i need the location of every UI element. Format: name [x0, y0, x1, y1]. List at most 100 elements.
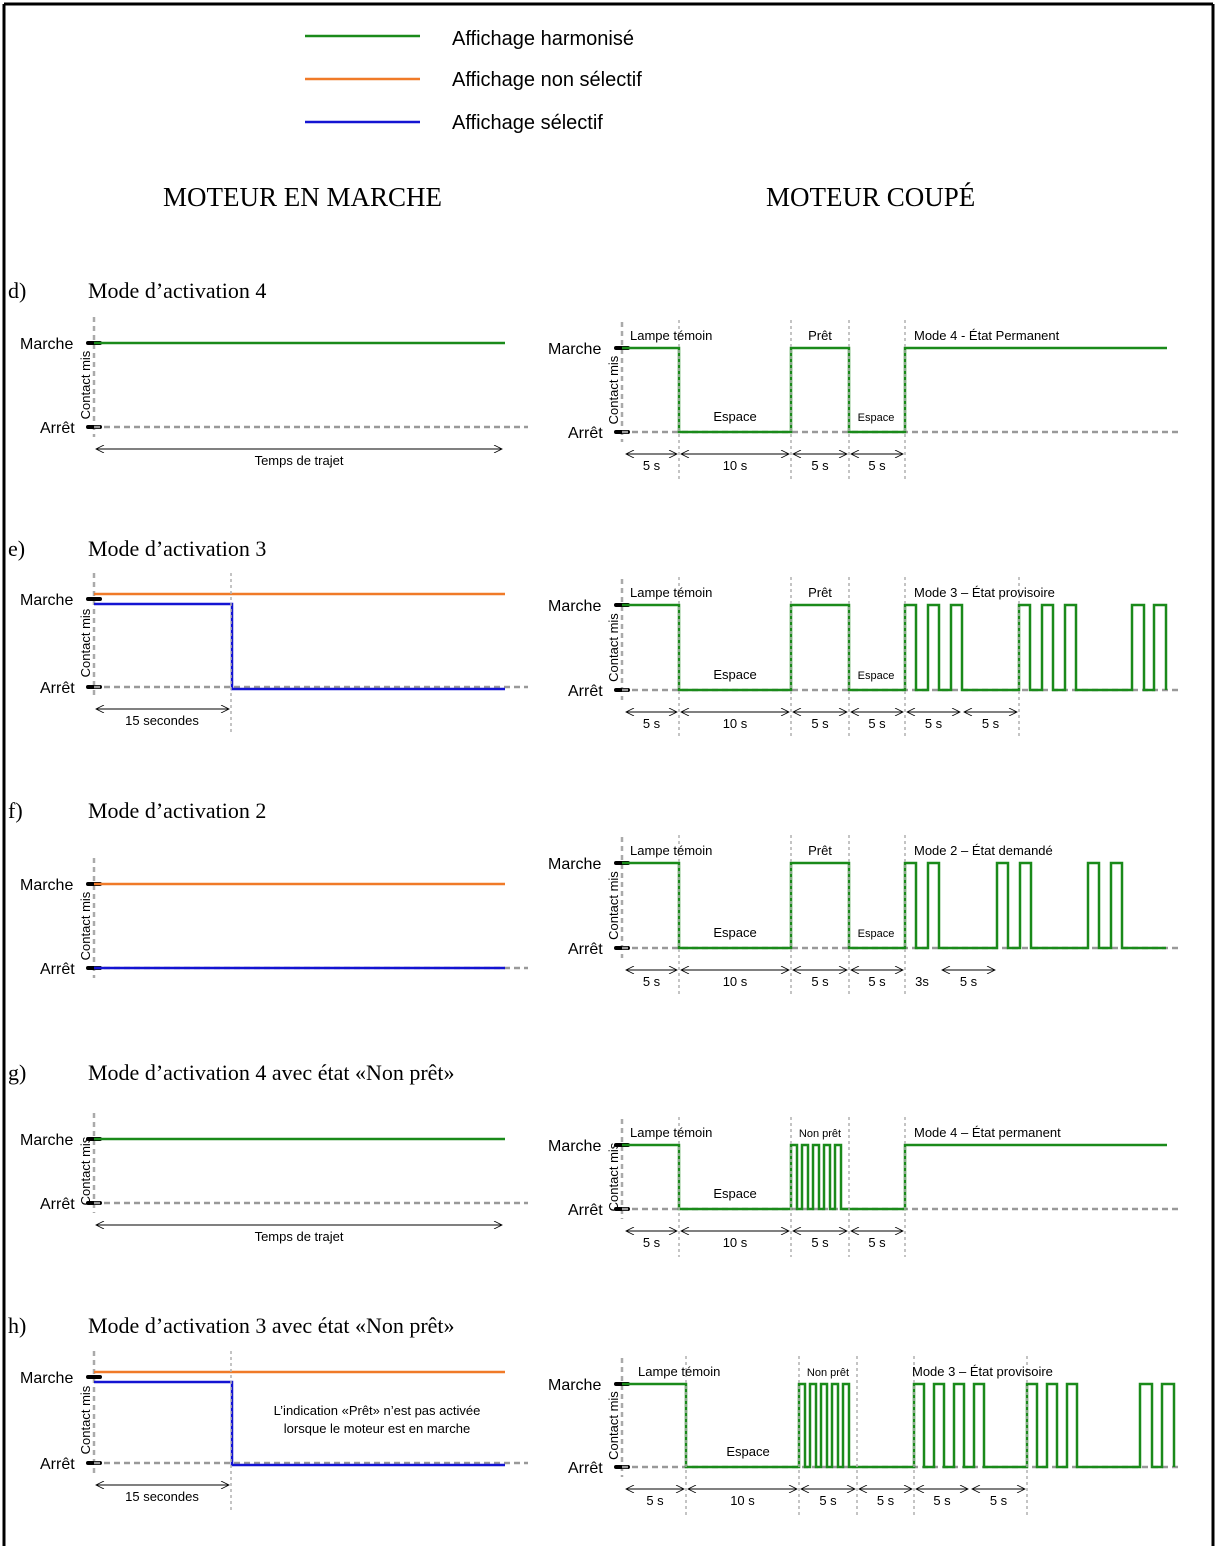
section-f-right-mode-label: Mode 2 – État demandé [914, 843, 1053, 858]
section-g-right-ready-label: Non prêt [799, 1128, 841, 1140]
section-h-right-arret-label: Arrêt [568, 1460, 603, 1477]
section-f-right-gap-label: Espace [713, 925, 756, 940]
section-d-right-dim-label-0: 5 s [643, 458, 661, 473]
section-f-right-dim-label-1: 10 s [723, 974, 748, 989]
section-g-right-gap-label: Espace [713, 1186, 756, 1201]
section-f-right-dim-label-5: 5 s [960, 974, 978, 989]
section-g-letter: g) [8, 1060, 26, 1085]
section-h-left-note-line2: lorsque le moteur est en marche [284, 1421, 470, 1436]
section-d-left-arret-label: Arrêt [40, 420, 75, 437]
section-g: g) Mode d’activation 4 avec état «Non prê… [8, 1060, 1180, 1257]
section-e-right-dim-label-2: 5 s [811, 716, 829, 731]
section-h-right-dim-label-3: 5 s [877, 1493, 895, 1508]
section-e-right-marche-label: Marche [548, 598, 601, 615]
section-e-left-marche-label: Marche [20, 592, 73, 609]
section-f-left-contact-label: Contact mis [78, 891, 93, 960]
section-f-right-contact-label: Contact mis [606, 871, 621, 940]
section-e: e) Mode d’activation 3MarcheArrêtContact … [8, 536, 1180, 738]
section-g-right-mode-label: Mode 4 – État permanent [914, 1125, 1061, 1140]
section-g-left-arret-label: Arrêt [40, 1196, 75, 1213]
section-f-letter: f) [8, 798, 23, 823]
section-g-left-marche-label: Marche [20, 1132, 73, 1149]
section-d-right-dim-label-2: 5 s [811, 458, 829, 473]
section-f-right-dim-label-0: 5 s [643, 974, 661, 989]
section-d-letter: d) [8, 278, 26, 303]
section-e-left-contact-label: Contact mis [78, 608, 93, 677]
section-d-right-harmonise-line [622, 346, 1167, 434]
section-g-right-arret-label: Arrêt [568, 1202, 603, 1219]
section-g-right-contact-label: Contact mis [606, 1142, 621, 1211]
section-h-right-lamp-label: Lampe témoin [638, 1364, 720, 1379]
section-f-title: Mode d’activation 2 [88, 798, 266, 823]
section-d-right-arret-label: Arrêt [568, 425, 603, 442]
section-h-right-dim-label-0: 5 s [646, 1493, 664, 1508]
section-g-right-dim-label-0: 5 s [643, 1235, 661, 1250]
section-f-left-marche-label: Marche [20, 877, 73, 894]
section-d-left-duration-label: Temps de trajet [255, 453, 344, 468]
section-e-right-arret-label: Arrêt [568, 683, 603, 700]
section-e-right-gap2-label: Espace [858, 670, 895, 682]
section-h-left-duration-label: 15 secondes [125, 1489, 199, 1504]
section-g-left-contact-label: Contact mis [78, 1136, 93, 1205]
section-g-right-lamp-label: Lampe témoin [630, 1125, 712, 1140]
section-h-title: Mode d’activation 3 avec état «Non prêt» [88, 1313, 455, 1338]
section-f-left-arret-label: Arrêt [40, 961, 75, 978]
legend-label-selectif: Affichage sélectif [452, 112, 603, 134]
section-d-right-lamp-label: Lampe témoin [630, 328, 712, 343]
section-g-left-chart: Marche Arrêt Contact mis Temps de trajet [20, 1113, 528, 1244]
section-e-right-lamp-label: Lampe témoin [630, 585, 712, 600]
section-h-right-contact-label: Contact mis [606, 1391, 621, 1460]
section-e-right-dim-label-5: 5 s [982, 716, 1000, 731]
section-f-right-dim-label-4: 3s [915, 974, 929, 989]
section-h-right-mode-label: Mode 3 – État provisoire [912, 1364, 1053, 1379]
section-e-left-duration-label: 15 secondes [125, 713, 199, 728]
section-h-right-ready-label: Non prêt [807, 1367, 849, 1379]
section-e-left-arret-label: Arrêt [40, 680, 75, 697]
section-h-left-marche-label: Marche [20, 1370, 73, 1387]
section-e-right-dim-label-0: 5 s [643, 716, 661, 731]
section-h-letter: h) [8, 1313, 26, 1338]
section-d-title: Mode d’activation 4 [88, 278, 266, 303]
section-e-right-harmonise-line [622, 603, 1168, 692]
section-d-right-marche-label: Marche [548, 341, 601, 358]
section-e-right-ready-label: Prêt [808, 585, 832, 600]
section-e-right-dim-label-4: 5 s [925, 716, 943, 731]
section-h-right-dim-label-2: 5 s [819, 1493, 837, 1508]
legend: Affichage harmonisé Affichage non sélect… [305, 28, 642, 134]
section-g-right-dim-label-1: 10 s [723, 1235, 748, 1250]
section-f: f) Mode d’activation 2MarcheArrêtContact … [8, 798, 1180, 996]
section-g-left-duration-label: Temps de trajet [255, 1229, 344, 1244]
section-e-right-dim-label-1: 10 s [723, 716, 748, 731]
section-g-title: Mode d’activation 4 avec état «Non prêt» [88, 1060, 455, 1085]
section-h-left-arret-label: Arrêt [40, 1456, 75, 1473]
section-f-right-ready-label: Prêt [808, 843, 832, 858]
section-e-right-gap-label: Espace [713, 667, 756, 682]
section-e-right-dim-label-3: 5 s [868, 716, 886, 731]
section-h-right-dim-label-4: 5 s [933, 1493, 951, 1508]
section-d-left-contact-label: Contact mis [78, 350, 93, 419]
section-f-right-gap2-label: Espace [858, 928, 895, 940]
section-h-right-harmonise-line [622, 1382, 1176, 1469]
section-d: d) Mode d’activation 4MarcheArrêtContact … [8, 278, 1180, 480]
section-e-left-selectif-line [94, 602, 505, 691]
section-d-right-contact-label: Contact mis [606, 355, 621, 424]
legend-label-harmonise: Affichage harmonisé [452, 28, 634, 50]
section-d-right-gap2-label: Espace [858, 412, 895, 424]
section-h-right-dim-label-1: 10 s [730, 1493, 755, 1508]
section-d-right-dim-label-3: 5 s [868, 458, 886, 473]
section-d-right-mode-label: Mode 4 - État Permanent [914, 328, 1060, 343]
header-moteur-coupe: MOTEUR COUPÉ [766, 182, 975, 212]
section-f-right-lamp-label: Lampe témoin [630, 843, 712, 858]
section-e-letter: e) [8, 536, 25, 561]
section-h-right-dim-label-5: 5 s [990, 1493, 1008, 1508]
section-f-right-arret-label: Arrêt [568, 941, 603, 958]
section-g-right-dim-label-2: 5 s [811, 1235, 829, 1250]
section-e-right-mode-label: Mode 3 – État provisoire [914, 585, 1055, 600]
section-g-right-marche-label: Marche [548, 1138, 601, 1155]
